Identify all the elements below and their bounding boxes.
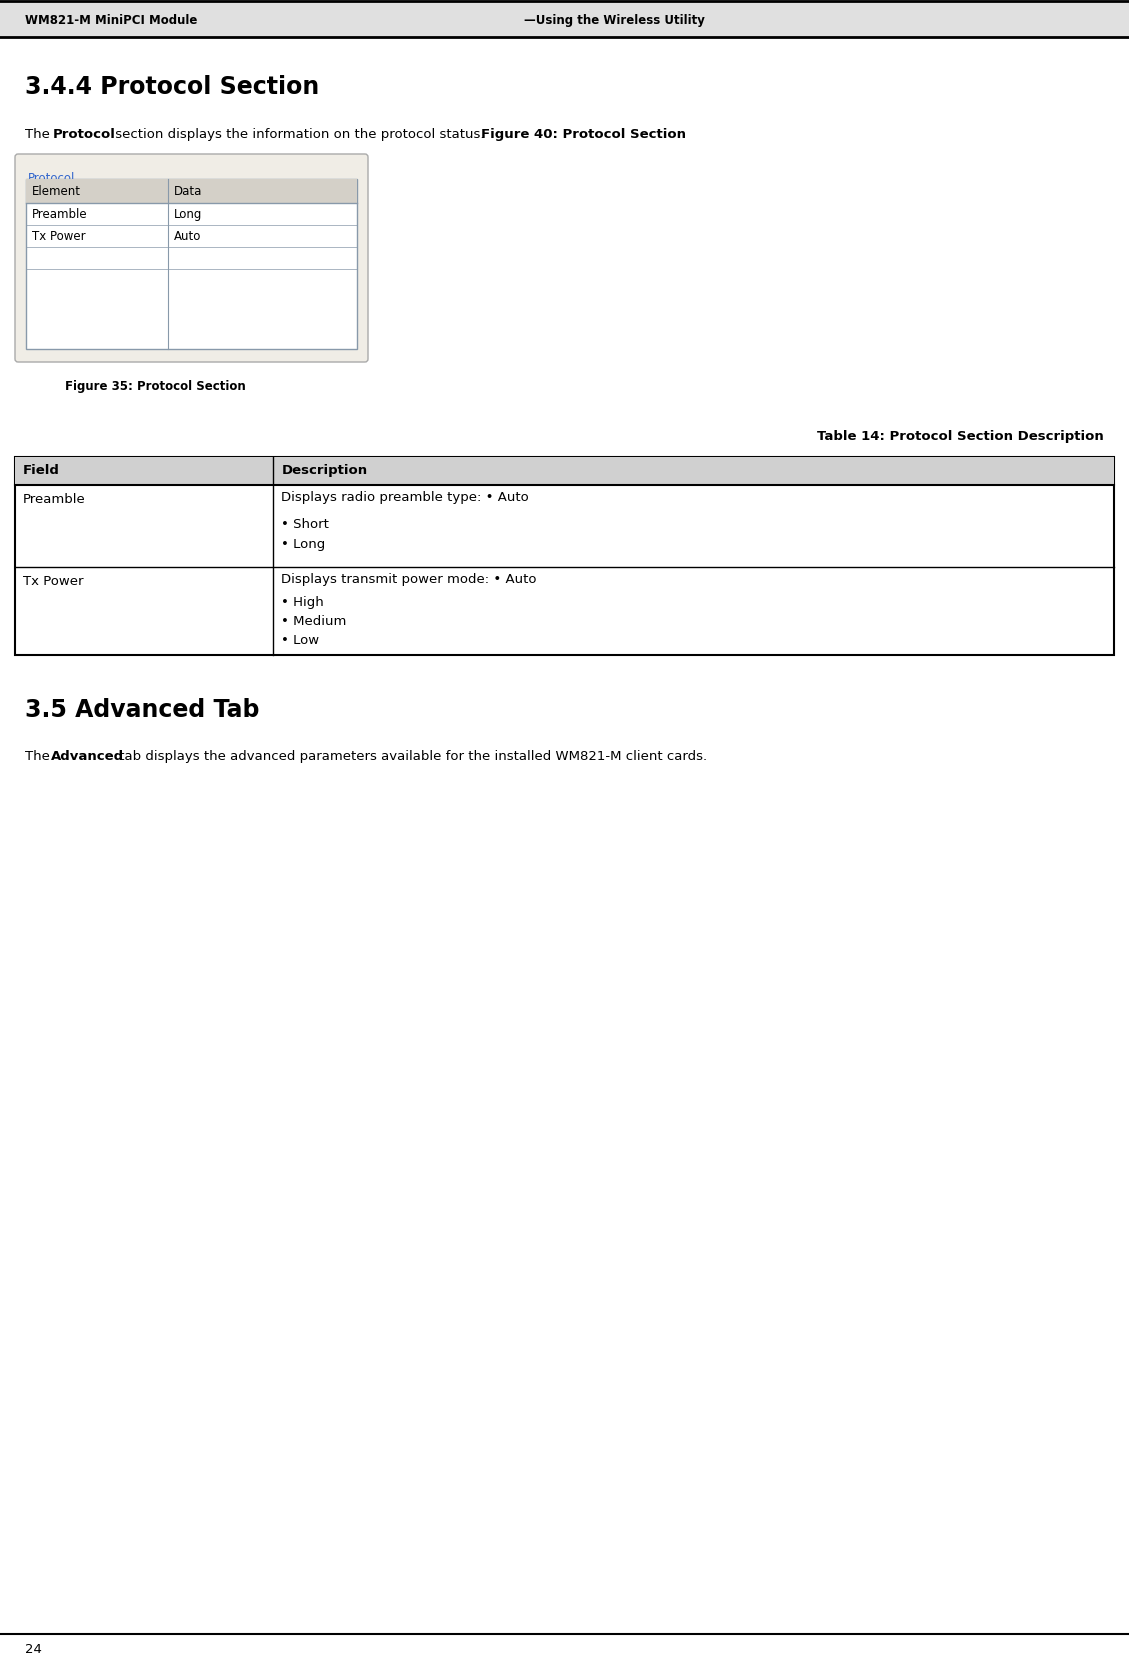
Text: 3.5 Advanced Tab: 3.5 Advanced Tab	[25, 697, 260, 722]
Text: Field: Field	[23, 464, 60, 476]
Bar	[0, 0, 1129, 38]
Text: • Medium: • Medium	[281, 614, 347, 627]
Text: Figure 35: Protocol Section: Figure 35: Protocol Section	[65, 379, 246, 393]
Bar	[15, 458, 1114, 656]
Text: Auto: Auto	[174, 230, 202, 243]
Text: • Short: • Short	[281, 518, 330, 531]
Text: —Using the Wireless Utility: —Using the Wireless Utility	[524, 13, 704, 27]
Text: • High: • High	[281, 596, 324, 609]
Text: Displays radio preamble type: • Auto: Displays radio preamble type: • Auto	[281, 491, 530, 504]
Text: Data: Data	[174, 185, 203, 198]
Text: section displays the information on the protocol status.: section displays the information on the …	[111, 128, 484, 141]
Text: Element: Element	[32, 185, 81, 198]
Bar	[26, 180, 357, 349]
Text: tab displays the advanced parameters available for the installed WM821-M client : tab displays the advanced parameters ava…	[115, 749, 707, 762]
FancyBboxPatch shape	[15, 155, 368, 363]
Text: Advanced: Advanced	[51, 749, 124, 762]
Text: WM821-M MiniPCI Module: WM821-M MiniPCI Module	[25, 13, 198, 27]
Text: Displays transmit power mode: • Auto: Displays transmit power mode: • Auto	[281, 572, 536, 586]
Text: The: The	[25, 128, 54, 141]
Text: Long: Long	[174, 208, 203, 221]
Text: Preamble: Preamble	[32, 208, 88, 221]
Text: 3.4.4 Protocol Section: 3.4.4 Protocol Section	[25, 75, 320, 98]
Text: • Low: • Low	[281, 634, 320, 647]
Text: The: The	[25, 749, 54, 762]
Bar	[26, 180, 357, 205]
Text: Preamble: Preamble	[23, 493, 86, 506]
Text: Protocol: Protocol	[53, 128, 116, 141]
Text: • Long: • Long	[281, 537, 325, 551]
Text: Description: Description	[281, 464, 367, 476]
Text: 24: 24	[25, 1642, 42, 1656]
Text: Protocol: Protocol	[28, 171, 76, 185]
Text: Table 14: Protocol Section Description: Table 14: Protocol Section Description	[817, 429, 1104, 443]
Text: Tx Power: Tx Power	[23, 574, 84, 587]
Text: Figure 40: Protocol Section: Figure 40: Protocol Section	[481, 128, 686, 141]
Bar	[15, 458, 1114, 486]
Text: Tx Power: Tx Power	[32, 230, 86, 243]
